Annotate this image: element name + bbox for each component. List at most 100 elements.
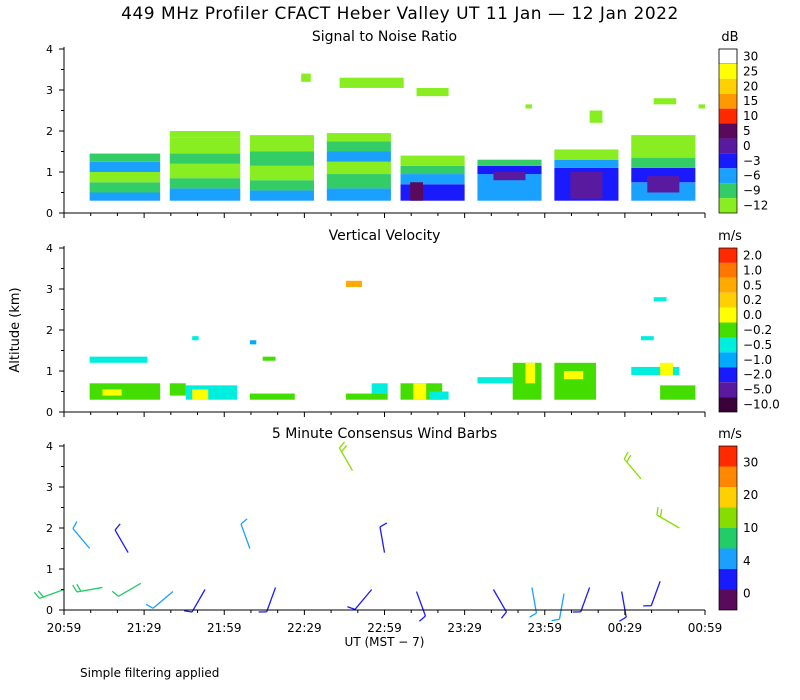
snr-cell xyxy=(400,165,465,175)
colorbar-label: −3 xyxy=(743,154,761,168)
colorbar-swatch xyxy=(719,352,737,368)
wind-barb xyxy=(114,529,129,553)
x-tick-label: 00:29 xyxy=(608,621,643,635)
wind-barb-flag xyxy=(656,506,659,516)
wind-barb-flag xyxy=(114,523,121,531)
x-tick-label: 23:59 xyxy=(527,621,562,635)
wind-barb-flag xyxy=(529,612,537,618)
colorbar-label: −6 xyxy=(743,169,761,183)
x-axis-label: UT (MST − 7) xyxy=(345,635,425,649)
colorbar-swatch xyxy=(719,569,737,590)
colorbar-unit: m/s xyxy=(718,427,742,442)
colorbar-swatch xyxy=(719,528,737,549)
colorbar-swatch xyxy=(719,337,737,353)
colorbar-label: 30 xyxy=(743,455,758,469)
y-axis-label: Altitude (km) xyxy=(8,287,23,372)
wind-barb-flag xyxy=(76,584,82,592)
y-tick-label: 0 xyxy=(46,604,53,617)
snr-cell xyxy=(554,149,619,160)
wind-barb-flag xyxy=(659,509,663,518)
colorbar-label: 15 xyxy=(743,94,758,108)
colorbar-label: −2.0 xyxy=(743,368,772,382)
data-cell xyxy=(262,356,276,361)
x-tick-label: 21:29 xyxy=(127,621,162,635)
colorbar-swatch xyxy=(719,292,737,308)
wind-barb xyxy=(656,514,680,529)
snr-cell xyxy=(89,192,161,201)
y-tick-label: 3 xyxy=(46,84,53,97)
data-cell xyxy=(653,297,667,302)
wind-barb-flag xyxy=(145,603,154,609)
wind-barb-flag xyxy=(551,618,560,622)
wind-barb xyxy=(354,589,373,610)
data-cell xyxy=(339,77,404,88)
y-tick-label: 3 xyxy=(46,283,53,296)
colorbar-label: 5 xyxy=(743,124,751,138)
colorbar-label: 0.2 xyxy=(743,293,762,307)
wind-barb xyxy=(580,587,591,613)
colorbar-swatch xyxy=(719,262,737,278)
data-cell xyxy=(192,336,199,341)
wind-barb xyxy=(415,591,427,617)
colorbar-label: 0.0 xyxy=(743,308,762,322)
colorbar-swatch xyxy=(719,153,737,169)
colorbar-label: −10.0 xyxy=(743,398,780,412)
footnote: Simple filtering applied xyxy=(80,666,220,680)
colorbar-label: −5.0 xyxy=(743,383,772,397)
wind-barb xyxy=(621,591,627,618)
snr-cell xyxy=(169,188,241,201)
snr-cell xyxy=(400,174,465,185)
colorbar-label: 1.0 xyxy=(743,263,762,277)
colorbar-unit: dB xyxy=(721,30,738,45)
colorbar-frame xyxy=(718,247,738,413)
snr-cell xyxy=(400,184,465,201)
colorbar-swatch xyxy=(719,307,737,323)
colorbar-label: 2.0 xyxy=(743,248,762,262)
colorbar-swatch xyxy=(719,63,737,79)
y-tick-label: 4 xyxy=(46,43,53,56)
wind-barb-flag xyxy=(341,445,348,453)
colorbar-swatch xyxy=(719,168,737,184)
y-tick-label: 1 xyxy=(46,563,53,576)
wind-barb-flag xyxy=(623,451,629,460)
data-cell xyxy=(192,389,209,400)
colorbar-swatch xyxy=(719,248,737,263)
data-cell xyxy=(660,385,696,400)
wind-barb xyxy=(118,582,142,597)
colorbar-unit: m/s xyxy=(718,229,742,244)
data-cell xyxy=(413,383,427,400)
colorbar-swatch xyxy=(719,548,737,569)
colorbar-frame xyxy=(718,445,738,611)
x-tick-label: 22:29 xyxy=(287,621,322,635)
data-cell xyxy=(410,182,423,201)
snr-cell xyxy=(631,157,696,168)
snr-cell xyxy=(326,188,391,201)
data-cell xyxy=(429,391,449,400)
wind-barb xyxy=(338,447,354,471)
panel-1 xyxy=(59,47,738,218)
data-cell xyxy=(416,87,449,97)
wind-barb xyxy=(623,458,642,480)
colorbar-label: −12 xyxy=(743,199,768,213)
panel-3 xyxy=(33,441,738,622)
colorbar-swatch xyxy=(719,78,737,94)
wind-barb xyxy=(76,586,103,593)
wind-barb-flag xyxy=(418,615,426,622)
data-cell xyxy=(631,366,680,376)
colorbar-label: 30 xyxy=(743,49,758,63)
snr-cell xyxy=(89,172,161,183)
y-tick-label: 4 xyxy=(46,242,53,255)
x-tick-label: 23:29 xyxy=(447,621,482,635)
y-tick-label: 3 xyxy=(46,481,53,494)
data-cell xyxy=(249,340,257,345)
wind-barb-flag xyxy=(379,522,388,528)
colorbar-label: −0.5 xyxy=(743,338,772,352)
data-cell xyxy=(640,336,654,341)
wind-barb xyxy=(39,588,65,600)
colorbar-swatch xyxy=(719,138,737,154)
data-cell xyxy=(346,393,388,400)
chart-main-title: 449 MHz Profiler CFACT Heber Valley UT 1… xyxy=(121,4,679,24)
data-cell xyxy=(653,98,677,105)
wind-barb-flag xyxy=(626,454,632,463)
y-tick-label: 2 xyxy=(46,125,53,138)
